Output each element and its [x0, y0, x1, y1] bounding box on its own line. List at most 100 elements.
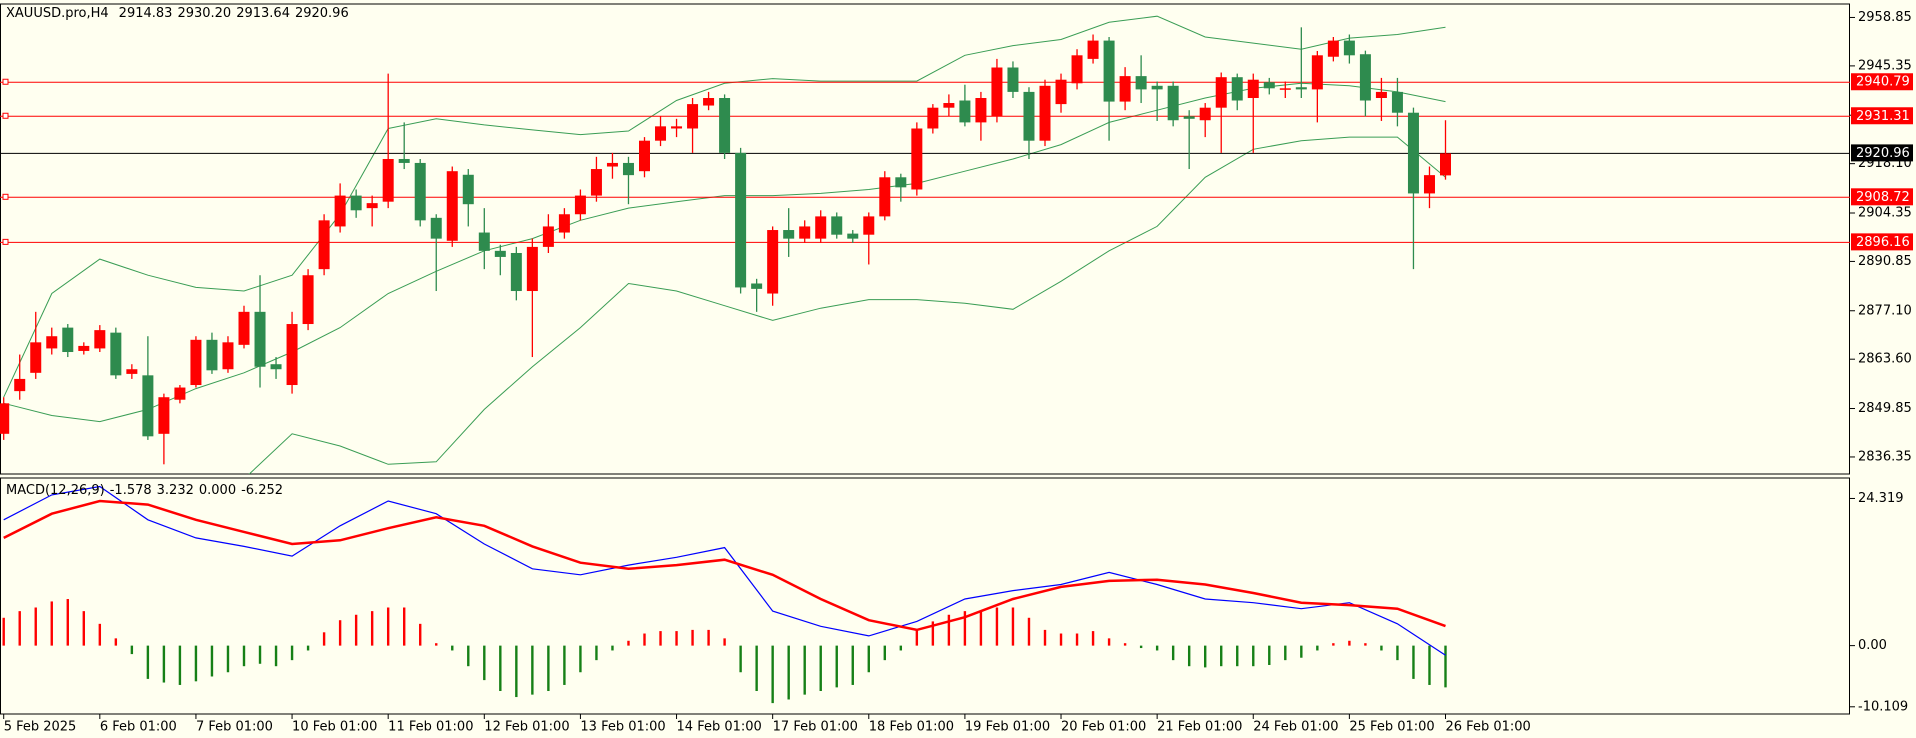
- histogram-bar: [98, 623, 102, 646]
- histogram-bar: [499, 645, 502, 692]
- header-high: 2930.20: [177, 6, 231, 21]
- histogram-bar: [274, 645, 278, 667]
- histogram-bar: [1284, 645, 1287, 661]
- histogram-bar: [1204, 645, 1207, 668]
- histogram-bar: [1139, 645, 1143, 649]
- candle-body: [943, 103, 955, 108]
- y-tick-label: 24.319: [1858, 491, 1904, 506]
- candle-body: [847, 233, 859, 239]
- candle-body: [1375, 91, 1387, 98]
- histogram-bar: [1075, 633, 1079, 646]
- candle-body: [542, 226, 554, 247]
- histogram-bar: [1332, 643, 1335, 646]
- candle-body: [927, 107, 939, 129]
- main-plot: [0, 15, 1850, 474]
- histogram-bar: [1412, 645, 1415, 679]
- candle-body: [574, 195, 586, 215]
- candle-body: [238, 311, 250, 345]
- candle-body: [1023, 91, 1035, 141]
- candle-body: [991, 67, 1003, 117]
- candle-body: [1215, 77, 1227, 108]
- histogram-bar: [1380, 645, 1383, 651]
- header-low: 2913.64: [236, 6, 290, 21]
- histogram-bar: [851, 645, 854, 685]
- y-tick-label: 2849.85: [1858, 401, 1912, 416]
- candle-body: [671, 126, 683, 129]
- histogram-bar: [162, 645, 166, 683]
- candle-body: [1327, 40, 1339, 57]
- histogram-bar: [1123, 643, 1127, 646]
- x-tick-label: 18 Feb 01:00: [869, 720, 954, 735]
- candle-body: [831, 216, 843, 235]
- histogram-bar: [1428, 645, 1431, 685]
- candle-body: [126, 369, 138, 374]
- candle-body: [959, 100, 971, 123]
- candle-body: [1407, 112, 1419, 194]
- x-tick-label: 10 Feb 01:00: [292, 720, 377, 735]
- macd-panel: [0, 477, 1850, 715]
- candle-body: [510, 252, 522, 292]
- header-open: 2914.83: [119, 6, 173, 21]
- candle-body: [911, 128, 923, 190]
- x-tick-label: 5 Feb 2025: [4, 720, 77, 735]
- candle-body: [1440, 153, 1451, 176]
- candle-body: [494, 250, 506, 257]
- level-label: 2940.79: [1856, 75, 1910, 90]
- histogram-bar: [1220, 645, 1223, 667]
- candle-body: [1199, 107, 1211, 121]
- histogram-bar: [611, 645, 614, 651]
- histogram-bar: [467, 645, 470, 667]
- candle-body: [206, 339, 218, 371]
- histogram-bar: [451, 645, 454, 651]
- symbol-title: XAUUSD.pro,H4: [6, 6, 109, 21]
- x-tick-label: 21 Feb 01:00: [1157, 720, 1242, 735]
- candle-body: [735, 152, 747, 288]
- candle-body: [318, 220, 330, 270]
- candle-body: [1279, 88, 1291, 90]
- candle-body: [558, 214, 570, 233]
- level-label: 2908.72: [1856, 190, 1910, 205]
- candle-body: [14, 378, 26, 392]
- histogram-bar: [130, 645, 134, 655]
- candle-body: [1055, 79, 1067, 105]
- histogram-bar: [322, 632, 326, 646]
- main-panel: [0, 3, 1850, 475]
- candle-body: [1231, 77, 1243, 101]
- histogram-bar: [515, 645, 518, 698]
- histogram-bar: [18, 611, 21, 646]
- candle-body: [879, 177, 891, 217]
- histogram-bar: [963, 611, 967, 646]
- candle-body: [462, 174, 474, 205]
- candle-body: [799, 226, 811, 239]
- histogram-bar: [915, 629, 919, 646]
- macd-value: -1.578: [110, 483, 152, 498]
- candle-body: [110, 332, 122, 376]
- y-tick-label: -10.109: [1858, 699, 1908, 714]
- candle-body: [430, 217, 442, 239]
- candle-body: [751, 283, 763, 289]
- level-label-box: [1851, 107, 1913, 125]
- candle-body: [1263, 82, 1275, 89]
- candle-body: [286, 324, 298, 386]
- candle-body: [1167, 85, 1179, 121]
- histogram-bar: [819, 645, 822, 692]
- x-tick-label: 26 Feb 01:00: [1446, 720, 1531, 735]
- histogram-bar: [1236, 645, 1239, 667]
- candle-body: [1183, 116, 1195, 119]
- candle-body: [863, 216, 875, 235]
- x-tick-label: 20 Feb 01:00: [1061, 720, 1146, 735]
- histogram-bar: [563, 645, 566, 685]
- y-tick-label: 2945.35: [1858, 58, 1912, 73]
- histogram-bar: [1187, 645, 1191, 667]
- histogram-bar: [1300, 645, 1303, 658]
- candle-body: [783, 230, 795, 239]
- candle-body: [655, 126, 667, 141]
- candle-body: [478, 232, 490, 251]
- histogram-bar: [403, 607, 406, 646]
- histogram-bar: [178, 645, 182, 685]
- candle-body: [703, 98, 715, 106]
- candle-body: [446, 171, 458, 241]
- histogram-bar: [1043, 629, 1047, 646]
- y-tick-label: 2877.10: [1858, 303, 1912, 318]
- signal-value: 3.232: [157, 483, 194, 498]
